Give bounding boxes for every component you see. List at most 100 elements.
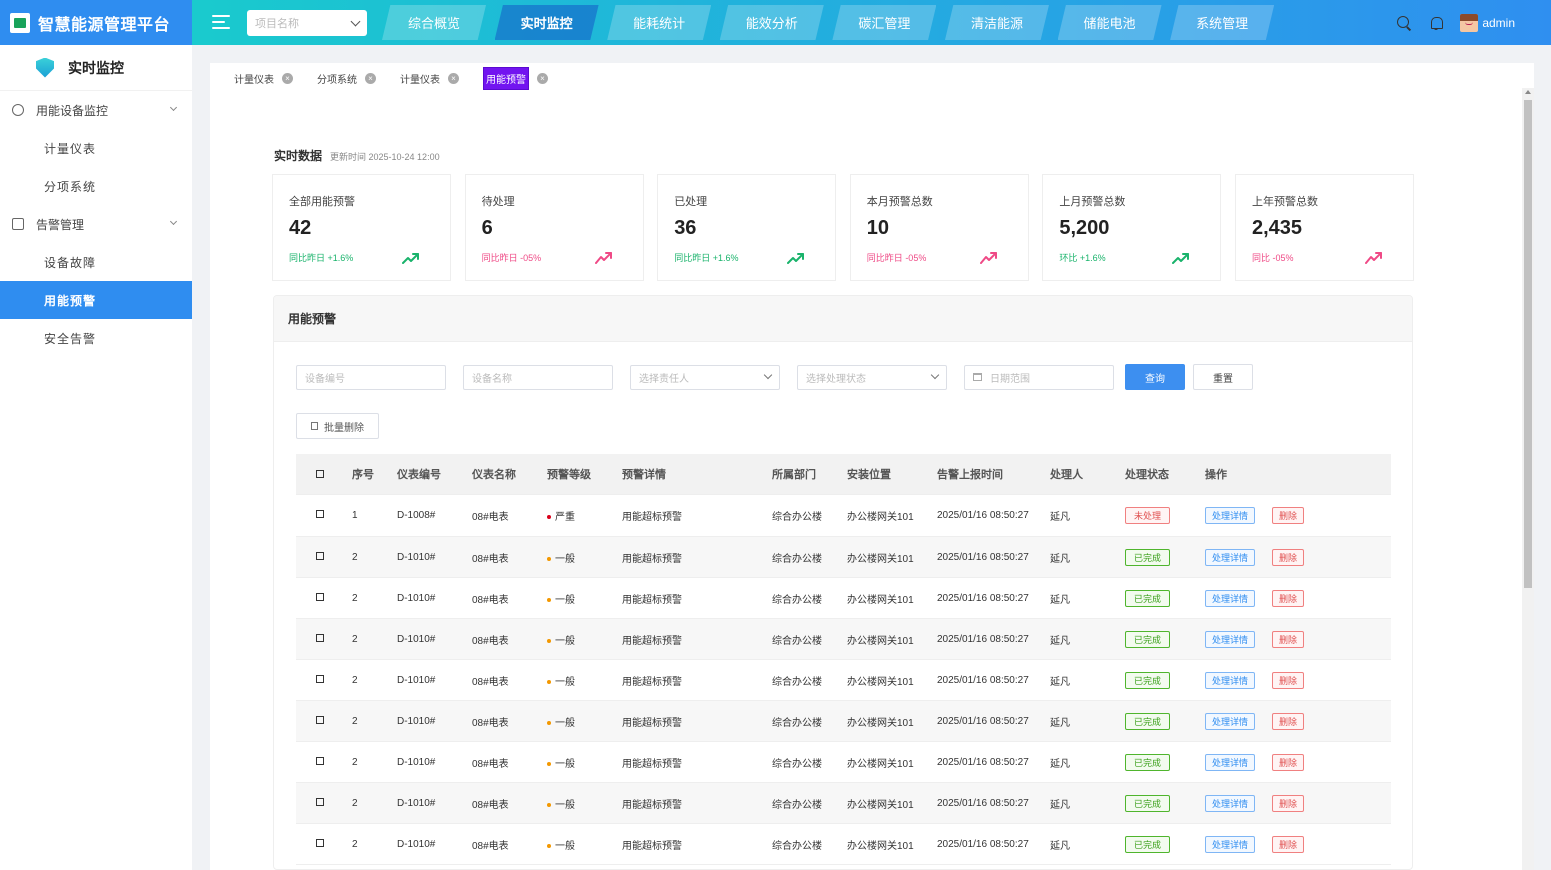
owner-select[interactable]: 选择责任人	[630, 364, 780, 390]
sidebar-group-0[interactable]: 用能设备监控	[0, 91, 192, 129]
tab-0[interactable]: 计量仪表 ×	[234, 71, 293, 86]
bulb-icon	[12, 104, 24, 116]
trend-down-icon	[1364, 252, 1382, 264]
delete-button[interactable]: 删除	[1272, 712, 1305, 730]
detail-button[interactable]: 处理详情	[1205, 507, 1256, 524]
table-row: 2 D-1010# 08#电表 一般 用能超标预警 综合办公楼 办公楼网关101 2025/0…	[296, 660, 1391, 701]
detail-button[interactable]: 处理详情	[1205, 794, 1256, 812]
stat-compare: 同比 -05%	[1252, 251, 1294, 264]
delete-button[interactable]: 删除	[1272, 630, 1305, 648]
level-label: 一般	[555, 594, 575, 606]
page-tabs: 计量仪表 × 分项系统 × 计量仪表 × 用能预警 ×	[234, 67, 572, 90]
detail-button[interactable]: 处理详情	[1205, 712, 1256, 730]
close-icon[interactable]: ×	[365, 73, 376, 84]
stat-compare-label: 同比昨日	[674, 253, 711, 263]
cell-no: 2	[352, 592, 358, 604]
delete-button[interactable]: 删除	[1272, 671, 1305, 689]
row-checkbox[interactable]	[316, 838, 324, 847]
close-icon[interactable]: ×	[537, 73, 548, 84]
scroll-thumb[interactable]	[1524, 100, 1532, 588]
stat-compare-label: 环比	[1059, 253, 1078, 263]
sidebar-item-0-0[interactable]: 计量仪表	[44, 141, 97, 156]
cell-detail: 用能超标预警	[622, 553, 682, 565]
detail-button[interactable]: 处理详情	[1205, 630, 1256, 648]
menu-toggle-icon[interactable]	[212, 13, 230, 31]
row-checkbox[interactable]	[316, 633, 324, 642]
nav-item-2[interactable]: 能耗统计	[607, 5, 712, 40]
reset-button[interactable]: 重置	[1193, 364, 1253, 390]
level-dot-icon	[547, 638, 551, 643]
detail-button[interactable]: 处理详情	[1205, 835, 1256, 853]
device-no-input[interactable]: 设备编号	[296, 364, 446, 390]
stat-compare-label: 同比	[1251, 253, 1270, 263]
cell-location: 办公楼网关101	[847, 553, 914, 565]
date-range-input[interactable]: 日期范围	[964, 364, 1114, 390]
stat-cards: 全部用能预警 42 同比昨日 +1.6% 待处理 6 同比昨日 -05% 已处理 36 同比昨日…	[272, 174, 1428, 281]
cell-location: 办公楼网关101	[847, 840, 914, 852]
tab-1[interactable]: 分项系统 ×	[317, 71, 376, 86]
bell-icon[interactable]	[1428, 15, 1444, 31]
cell-name: 08#电表	[472, 635, 509, 647]
search-icon[interactable]	[1396, 15, 1412, 31]
scroll-up-icon[interactable]	[1525, 90, 1531, 94]
detail-button[interactable]: 处理详情	[1205, 671, 1256, 689]
page-scrollbar[interactable]	[1522, 88, 1534, 870]
nav-item-4[interactable]: 碳汇管理	[832, 5, 937, 40]
row-checkbox[interactable]	[316, 756, 324, 765]
status-select[interactable]: 选择处理状态	[797, 364, 947, 390]
cell-actions: 处理详情 删除	[1205, 835, 1391, 853]
batch-delete-button[interactable]: 批量删除	[296, 413, 379, 439]
cell-actions: 处理详情 删除	[1205, 671, 1391, 689]
nav-item-7[interactable]: 系统管理	[1170, 5, 1275, 40]
row-checkbox[interactable]	[316, 551, 324, 560]
nav-item-0[interactable]: 综合概览	[382, 5, 486, 40]
status-badge: 已完成	[1125, 671, 1171, 689]
detail-button[interactable]: 处理详情	[1205, 753, 1256, 771]
nav-item-5[interactable]: 清洁能源	[944, 5, 1049, 40]
nav-item-3[interactable]: 能效分析	[719, 5, 824, 40]
delete-button[interactable]: 删除	[1272, 835, 1305, 853]
sidebar-item-1-2[interactable]: 安全告警	[44, 331, 97, 346]
sidebar-item-0-1[interactable]: 分项系统	[44, 179, 97, 194]
cell-level: 一般	[547, 632, 622, 647]
tab-2[interactable]: 计量仪表 ×	[400, 71, 459, 86]
delete-button[interactable]: 删除	[1272, 589, 1305, 607]
table-row: 2 D-1010# 08#电表 一般 用能超标预警 综合办公楼 办公楼网关101 2025/0…	[296, 701, 1391, 742]
row-checkbox[interactable]	[316, 715, 324, 724]
detail-button[interactable]: 处理详情	[1205, 589, 1256, 607]
project-select[interactable]: 项目名称	[247, 10, 367, 36]
username[interactable]: admin	[1482, 15, 1515, 30]
column-header: 告警上报时间	[937, 469, 1003, 481]
delete-button[interactable]: 删除	[1272, 794, 1305, 812]
level-label: 一般	[555, 635, 575, 647]
close-icon[interactable]: ×	[448, 73, 459, 84]
cell-detail: 用能超标预警	[622, 594, 682, 606]
cell-name: 08#电表	[472, 758, 509, 770]
status-badge: 已完成	[1125, 548, 1171, 566]
delete-button[interactable]: 删除	[1272, 507, 1305, 524]
delete-button[interactable]: 删除	[1272, 753, 1305, 771]
device-name-input[interactable]: 设备名称	[463, 364, 613, 390]
cell-handler: 延凡	[1050, 676, 1070, 688]
avatar[interactable]	[1460, 13, 1479, 32]
row-checkbox[interactable]	[316, 592, 324, 601]
nav-item-6[interactable]: 储能电池	[1057, 5, 1162, 40]
select-all-checkbox[interactable]	[316, 470, 324, 478]
query-button[interactable]: 查询	[1125, 364, 1185, 390]
sidebar-group-1[interactable]: 告警管理	[0, 205, 192, 243]
tab-3[interactable]: 用能预警 ×	[483, 67, 548, 90]
delete-button[interactable]: 删除	[1272, 548, 1305, 566]
status-badge: 未处理	[1125, 507, 1171, 524]
chevron-down-icon	[930, 370, 940, 380]
nav-item-1[interactable]: 实时监控	[494, 5, 599, 40]
row-checkbox[interactable]	[316, 510, 324, 518]
cell-status: 已完成	[1125, 548, 1205, 566]
close-icon[interactable]: ×	[282, 73, 293, 84]
detail-button[interactable]: 处理详情	[1205, 548, 1256, 566]
sidebar-item-1-0[interactable]: 设备故障	[44, 255, 97, 270]
row-checkbox[interactable]	[316, 797, 324, 806]
level-dot-icon	[547, 761, 551, 766]
row-checkbox[interactable]	[316, 674, 324, 683]
sidebar-item-1-1[interactable]: 用能预警	[0, 281, 192, 319]
column-header: 仪表编号	[397, 469, 441, 481]
